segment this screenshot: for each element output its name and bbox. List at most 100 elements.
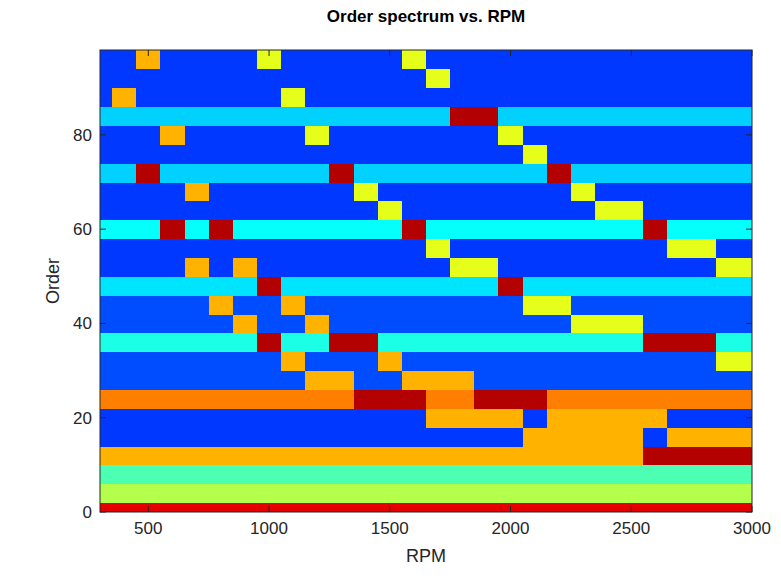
heatmap-cell	[498, 239, 523, 258]
heatmap-cell	[426, 257, 451, 276]
heatmap-cell	[595, 144, 620, 163]
heatmap-cell	[450, 163, 475, 182]
y-tick	[746, 134, 752, 135]
heatmap-cell	[619, 50, 644, 69]
heatmap-cell	[160, 484, 185, 503]
heatmap-cell	[571, 257, 596, 276]
heatmap-cell	[740, 484, 752, 503]
heatmap-cell	[450, 371, 475, 390]
heatmap-cell	[233, 503, 258, 512]
heatmap-cell	[426, 163, 451, 182]
heatmap-cell	[112, 408, 137, 427]
heatmap-cell	[329, 427, 354, 446]
heatmap-cell	[571, 408, 596, 427]
heatmap-cell	[643, 163, 668, 182]
heatmap-cell	[100, 352, 113, 371]
heatmap-cell	[100, 257, 113, 276]
heatmap-cell	[378, 144, 403, 163]
heatmap-cell	[257, 88, 282, 107]
heatmap-cell	[378, 352, 403, 371]
heatmap-cell	[450, 446, 475, 465]
heatmap-cell	[547, 182, 572, 201]
heatmap-cell	[136, 503, 161, 512]
heatmap-cell	[402, 333, 427, 352]
heatmap-cell	[619, 371, 644, 390]
heatmap-cell	[547, 257, 572, 276]
heatmap-cell	[329, 125, 354, 144]
heatmap-cell	[692, 314, 717, 333]
heatmap-cell	[233, 50, 258, 69]
heatmap-cell	[426, 69, 451, 88]
heatmap-cell	[233, 107, 258, 126]
heatmap-cell	[667, 333, 692, 352]
heatmap-cell	[112, 125, 137, 144]
x-tick-label: 2000	[492, 519, 530, 538]
heatmap-cell	[667, 144, 692, 163]
heatmap-cell	[643, 371, 668, 390]
heatmap-cell	[667, 408, 692, 427]
heatmap-cell	[305, 163, 330, 182]
heatmap-cell	[547, 276, 572, 295]
heatmap-cell	[305, 446, 330, 465]
heatmap-cell	[378, 220, 403, 239]
heatmap-cell	[209, 352, 234, 371]
heatmap-cell	[426, 503, 451, 512]
heatmap-cell	[498, 371, 523, 390]
heatmap-cell	[450, 276, 475, 295]
heatmap-cell	[100, 408, 113, 427]
heatmap-cell	[233, 88, 258, 107]
heatmap-cell	[185, 371, 210, 390]
heatmap-cell	[281, 295, 306, 314]
heatmap-cell	[281, 465, 306, 484]
heatmap-cell	[523, 371, 548, 390]
heatmap-cell	[426, 333, 451, 352]
heatmap-cell	[523, 314, 548, 333]
heatmap-cell	[257, 239, 282, 258]
heatmap-cell	[498, 125, 523, 144]
heatmap-cell	[402, 276, 427, 295]
heatmap-cell	[547, 50, 572, 69]
heatmap-cell	[595, 163, 620, 182]
heatmap-cell	[233, 427, 258, 446]
heatmap-cell	[498, 88, 523, 107]
heatmap-cell	[402, 484, 427, 503]
heatmap-cell	[619, 239, 644, 258]
heatmap-cell	[354, 125, 379, 144]
x-tick	[752, 50, 753, 56]
heatmap-cell	[474, 408, 499, 427]
heatmap-cell	[571, 144, 596, 163]
heatmap-cell	[305, 295, 330, 314]
heatmap-cell	[667, 182, 692, 201]
heatmap-cell	[209, 201, 234, 220]
heatmap-cell	[160, 503, 185, 512]
heatmap-cell	[209, 465, 234, 484]
heatmap-cell	[692, 408, 717, 427]
heatmap-cell	[474, 220, 499, 239]
heatmap-cell	[329, 352, 354, 371]
heatmap-cell	[547, 427, 572, 446]
heatmap-cell	[595, 107, 620, 126]
heatmap-cell	[305, 503, 330, 512]
heatmap-cell	[329, 333, 354, 352]
heatmap-cell	[740, 371, 752, 390]
heatmap-cell	[595, 352, 620, 371]
heatmap-cell	[257, 69, 282, 88]
heatmap-cell	[209, 408, 234, 427]
heatmap-cell	[354, 484, 379, 503]
heatmap-cell	[378, 182, 403, 201]
heatmap-cell	[136, 389, 161, 408]
heatmap-cell	[329, 107, 354, 126]
heatmap-cell	[595, 69, 620, 88]
heatmap-cell	[498, 182, 523, 201]
heatmap-cell	[305, 389, 330, 408]
heatmap-cell	[667, 371, 692, 390]
heatmap-cell	[160, 295, 185, 314]
heatmap-cell	[450, 144, 475, 163]
heatmap-cell	[305, 484, 330, 503]
heatmap-cell	[740, 446, 752, 465]
heatmap-cell	[378, 371, 403, 390]
heatmap-cell	[619, 389, 644, 408]
heatmap-cell	[209, 239, 234, 258]
heatmap-cell	[619, 144, 644, 163]
heatmap-cell	[474, 427, 499, 446]
